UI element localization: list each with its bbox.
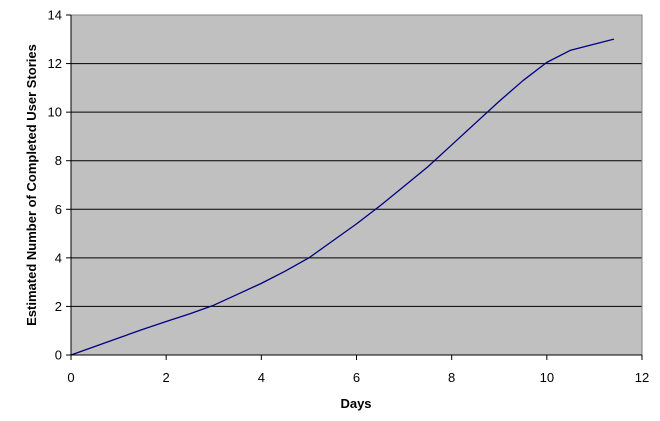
y-tick-label-12: 12 bbox=[48, 56, 62, 71]
x-axis-title: Days bbox=[340, 396, 371, 411]
y-tick-label-10: 10 bbox=[48, 105, 62, 120]
x-tick-label-2: 2 bbox=[163, 370, 170, 385]
x-tick-label-6: 6 bbox=[353, 370, 360, 385]
x-tick-label-8: 8 bbox=[448, 370, 455, 385]
axes bbox=[66, 14, 643, 360]
plot-area bbox=[71, 15, 642, 355]
tick-labels: 0 2 4 6 8 10 12 14 0 2 4 6 8 10 12 bbox=[48, 8, 650, 386]
y-tick-label-4: 4 bbox=[55, 250, 62, 265]
y-tick-label-8: 8 bbox=[55, 153, 62, 168]
y-tick-label-2: 2 bbox=[55, 299, 62, 314]
x-tick-label-10: 10 bbox=[540, 370, 554, 385]
y-tick-label-14: 14 bbox=[48, 8, 62, 23]
y-axis-title: Estimated Number of Completed User Stori… bbox=[24, 44, 39, 326]
x-tick-label-0: 0 bbox=[67, 370, 74, 385]
y-tick-label-6: 6 bbox=[55, 202, 62, 217]
x-tick-label-4: 4 bbox=[258, 370, 265, 385]
y-tick-label-0: 0 bbox=[55, 348, 62, 363]
series-line-0 bbox=[70, 38, 615, 356]
x-tick-label-12: 12 bbox=[635, 370, 649, 385]
series-layer bbox=[70, 38, 615, 356]
